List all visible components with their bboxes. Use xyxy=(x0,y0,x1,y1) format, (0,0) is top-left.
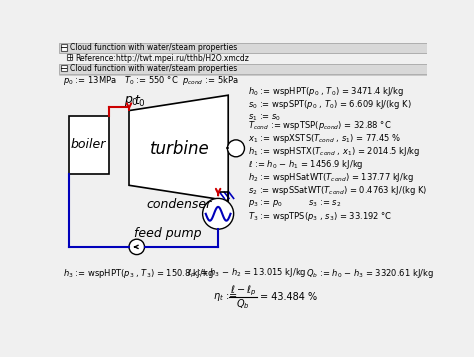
Text: Cloud function with water/steam properties: Cloud function with water/steam properti… xyxy=(70,64,237,73)
Text: $\eta_t$ :=: $\eta_t$ := xyxy=(213,291,237,303)
Text: $t_0$: $t_0$ xyxy=(135,94,146,109)
Text: turbine: turbine xyxy=(149,140,209,158)
Polygon shape xyxy=(129,95,228,201)
Text: boiler: boiler xyxy=(71,139,106,151)
Bar xyxy=(61,65,67,71)
Text: $p_0$ := 13MPa: $p_0$ := 13MPa xyxy=(63,74,117,87)
Text: = 43.484 %: = 43.484 % xyxy=(260,292,317,302)
Text: Reference:http://twt.mpei.ru/tthb/H2O.xmcdz: Reference:http://twt.mpei.ru/tthb/H2O.xm… xyxy=(75,54,249,63)
Bar xyxy=(67,54,73,60)
Text: $s_1$ := $s_0$: $s_1$ := $s_0$ xyxy=(248,112,282,123)
Text: $T_{cond}$ := wspTSP($p_{cond}$) = 32.88 °C: $T_{cond}$ := wspTSP($p_{cond}$) = 32.88… xyxy=(248,119,392,132)
Text: $\ell_p$ := $h_3$ $-$ $h_2$ = 13.015 kJ/kg: $\ell_p$ := $h_3$ $-$ $h_2$ = 13.015 kJ/… xyxy=(187,267,307,280)
Text: $T_0$ := 550 °C: $T_0$ := 550 °C xyxy=(124,74,178,87)
Circle shape xyxy=(228,140,245,157)
Text: $\ell - \ell_p$: $\ell - \ell_p$ xyxy=(230,283,256,298)
Bar xyxy=(69,116,109,174)
Text: $p_{cond}$ := 5kPa: $p_{cond}$ := 5kPa xyxy=(182,74,238,87)
Text: $h_0$ := wspHPT($p_0$ , $T_0$) = 3471.4 kJ/kg: $h_0$ := wspHPT($p_0$ , $T_0$) = 3471.4 … xyxy=(248,85,405,98)
Text: −: − xyxy=(60,64,68,74)
Text: $h_1$ := wspHSTX($T_{cond}$ , $x_1$) = 2014.5 kJ/kg: $h_1$ := wspHSTX($T_{cond}$ , $x_1$) = 2… xyxy=(248,145,421,158)
Text: +: + xyxy=(66,52,73,62)
Text: Cloud function with water/steam properties: Cloud function with water/steam properti… xyxy=(70,43,237,52)
Text: $T_3$ := wspTPS($p_3$ , $s_3$) = 33.192 °C: $T_3$ := wspTPS($p_3$ , $s_3$) = 33.192 … xyxy=(248,210,392,223)
Text: feed pump: feed pump xyxy=(134,227,201,240)
Text: $s_2$ := wspSSatWT($T_{cond}$) = 0.4763 kJ/(kg K): $s_2$ := wspSSatWT($T_{cond}$) = 0.4763 … xyxy=(248,184,428,197)
Bar xyxy=(61,44,67,51)
Text: $Q_b$ := $h_0$ $-$ $h_3$ = 3320.61 kJ/kg: $Q_b$ := $h_0$ $-$ $h_3$ = 3320.61 kJ/kg xyxy=(306,267,434,280)
Circle shape xyxy=(129,239,145,255)
Bar xyxy=(59,43,427,53)
Text: $s_0$ := wspSPT($p_0$ , $T_0$) = 6.609 kJ/(kg K): $s_0$ := wspSPT($p_0$ , $T_0$) = 6.609 k… xyxy=(248,98,412,111)
Text: $Q_b$: $Q_b$ xyxy=(236,297,250,311)
Text: $x_1$ := wspXSTS($T_{cond}$ , $s_1$) = 77.45 %: $x_1$ := wspXSTS($T_{cond}$ , $s_1$) = 7… xyxy=(248,132,401,145)
Text: condenser: condenser xyxy=(147,198,212,211)
Text: $h_3$ := wspHPT($p_3$ , $T_3$) = 150.8 kJ/kg: $h_3$ := wspHPT($p_3$ , $T_3$) = 150.8 k… xyxy=(63,267,214,280)
Circle shape xyxy=(202,198,234,229)
Bar xyxy=(59,64,427,74)
Text: $h_2$ := wspHSatWT($T_{cond}$) = 137.77 kJ/kg: $h_2$ := wspHSatWT($T_{cond}$) = 137.77 … xyxy=(248,171,414,184)
Text: $\ell$ := $h_0$ $-$ $h_1$ = 1456.9 kJ/kg: $\ell$ := $h_0$ $-$ $h_1$ = 1456.9 kJ/kg xyxy=(248,158,364,171)
Text: $p_0$: $p_0$ xyxy=(124,94,138,109)
Text: $p_3$ := $p_0$          $s_3$ := $s_2$: $p_3$ := $p_0$ $s_3$ := $s_2$ xyxy=(248,198,342,209)
Text: −: − xyxy=(60,43,68,53)
